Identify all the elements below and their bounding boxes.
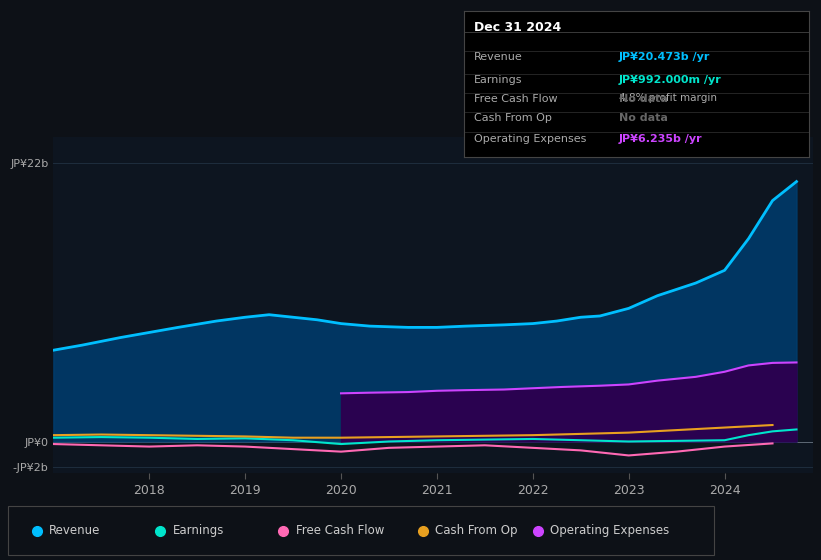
Text: Earnings: Earnings <box>172 524 224 537</box>
Text: JP¥20.473b /yr: JP¥20.473b /yr <box>619 52 710 62</box>
Text: Dec 31 2024: Dec 31 2024 <box>475 21 562 34</box>
Text: Operating Expenses: Operating Expenses <box>475 133 586 143</box>
Text: Revenue: Revenue <box>49 524 101 537</box>
Text: JP¥6.235b /yr: JP¥6.235b /yr <box>619 133 703 143</box>
Text: Cash From Op: Cash From Op <box>435 524 517 537</box>
Text: Earnings: Earnings <box>475 75 523 85</box>
Text: Operating Expenses: Operating Expenses <box>550 524 669 537</box>
Text: Revenue: Revenue <box>475 52 523 62</box>
Text: No data: No data <box>619 94 668 104</box>
Text: JP¥992.000m /yr: JP¥992.000m /yr <box>619 75 722 85</box>
Text: Free Cash Flow: Free Cash Flow <box>296 524 384 537</box>
Text: Free Cash Flow: Free Cash Flow <box>475 94 557 104</box>
Text: 4.8% profit margin: 4.8% profit margin <box>619 93 717 102</box>
Text: No data: No data <box>619 113 668 123</box>
Text: Cash From Op: Cash From Op <box>475 113 552 123</box>
